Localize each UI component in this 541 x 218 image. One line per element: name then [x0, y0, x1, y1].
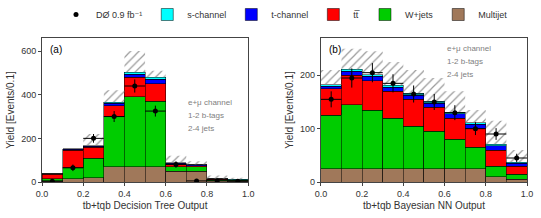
svg-text:0.8: 0.8 [201, 189, 214, 199]
svg-text:0.2: 0.2 [356, 189, 369, 199]
svg-text:0: 0 [310, 177, 315, 187]
svg-text:0.4: 0.4 [397, 189, 410, 199]
svg-text:0.6: 0.6 [159, 189, 172, 199]
svg-text:0.0: 0.0 [36, 189, 49, 199]
svg-text:Yield [Events/0.1]: Yield [Events/0.1] [5, 71, 16, 149]
svg-text:0.2: 0.2 [77, 189, 90, 199]
svg-text:1.0: 1.0 [242, 189, 255, 199]
svg-text:600: 600 [21, 46, 36, 56]
svg-text:(b): (b) [329, 44, 341, 55]
svg-text:DØ 0.9 fb⁻¹: DØ 0.9 fb⁻¹ [96, 10, 142, 20]
svg-text:2-4 jets: 2-4 jets [188, 124, 214, 133]
svg-text:200: 200 [21, 134, 36, 144]
svg-text:0.6: 0.6 [438, 189, 451, 199]
svg-text:W+jets: W+jets [405, 10, 433, 20]
svg-text:0.0: 0.0 [315, 189, 328, 199]
svg-text:tb+tqb Bayesian NN Output: tb+tqb Bayesian NN Output [363, 200, 485, 211]
svg-text:Yield [Events/0.1]: Yield [Events/0.1] [284, 71, 295, 149]
svg-text:0.8: 0.8 [480, 189, 493, 199]
svg-text:tb+tqb Decision Tree Output: tb+tqb Decision Tree Output [83, 200, 208, 211]
svg-text:e+μ channel: e+μ channel [188, 98, 232, 107]
svg-text:s-channel: s-channel [187, 10, 226, 20]
svg-text:t-channel: t-channel [271, 10, 308, 20]
svg-text:(a): (a) [50, 44, 62, 55]
svg-text:Multijet: Multijet [478, 10, 507, 20]
svg-text:tt̅: tt̅ [353, 10, 360, 20]
svg-text:1-2 b-tags: 1-2 b-tags [188, 111, 224, 120]
svg-text:1-2 b-tags: 1-2 b-tags [447, 57, 483, 66]
svg-text:2-4 jets: 2-4 jets [447, 70, 473, 79]
svg-text:0: 0 [31, 177, 36, 187]
svg-text:0.4: 0.4 [118, 189, 131, 199]
svg-text:200: 200 [300, 70, 315, 80]
svg-text:400: 400 [21, 90, 36, 100]
svg-text:e+μ channel: e+μ channel [447, 44, 491, 53]
svg-text:100: 100 [300, 124, 315, 134]
svg-text:1.0: 1.0 [521, 189, 534, 199]
